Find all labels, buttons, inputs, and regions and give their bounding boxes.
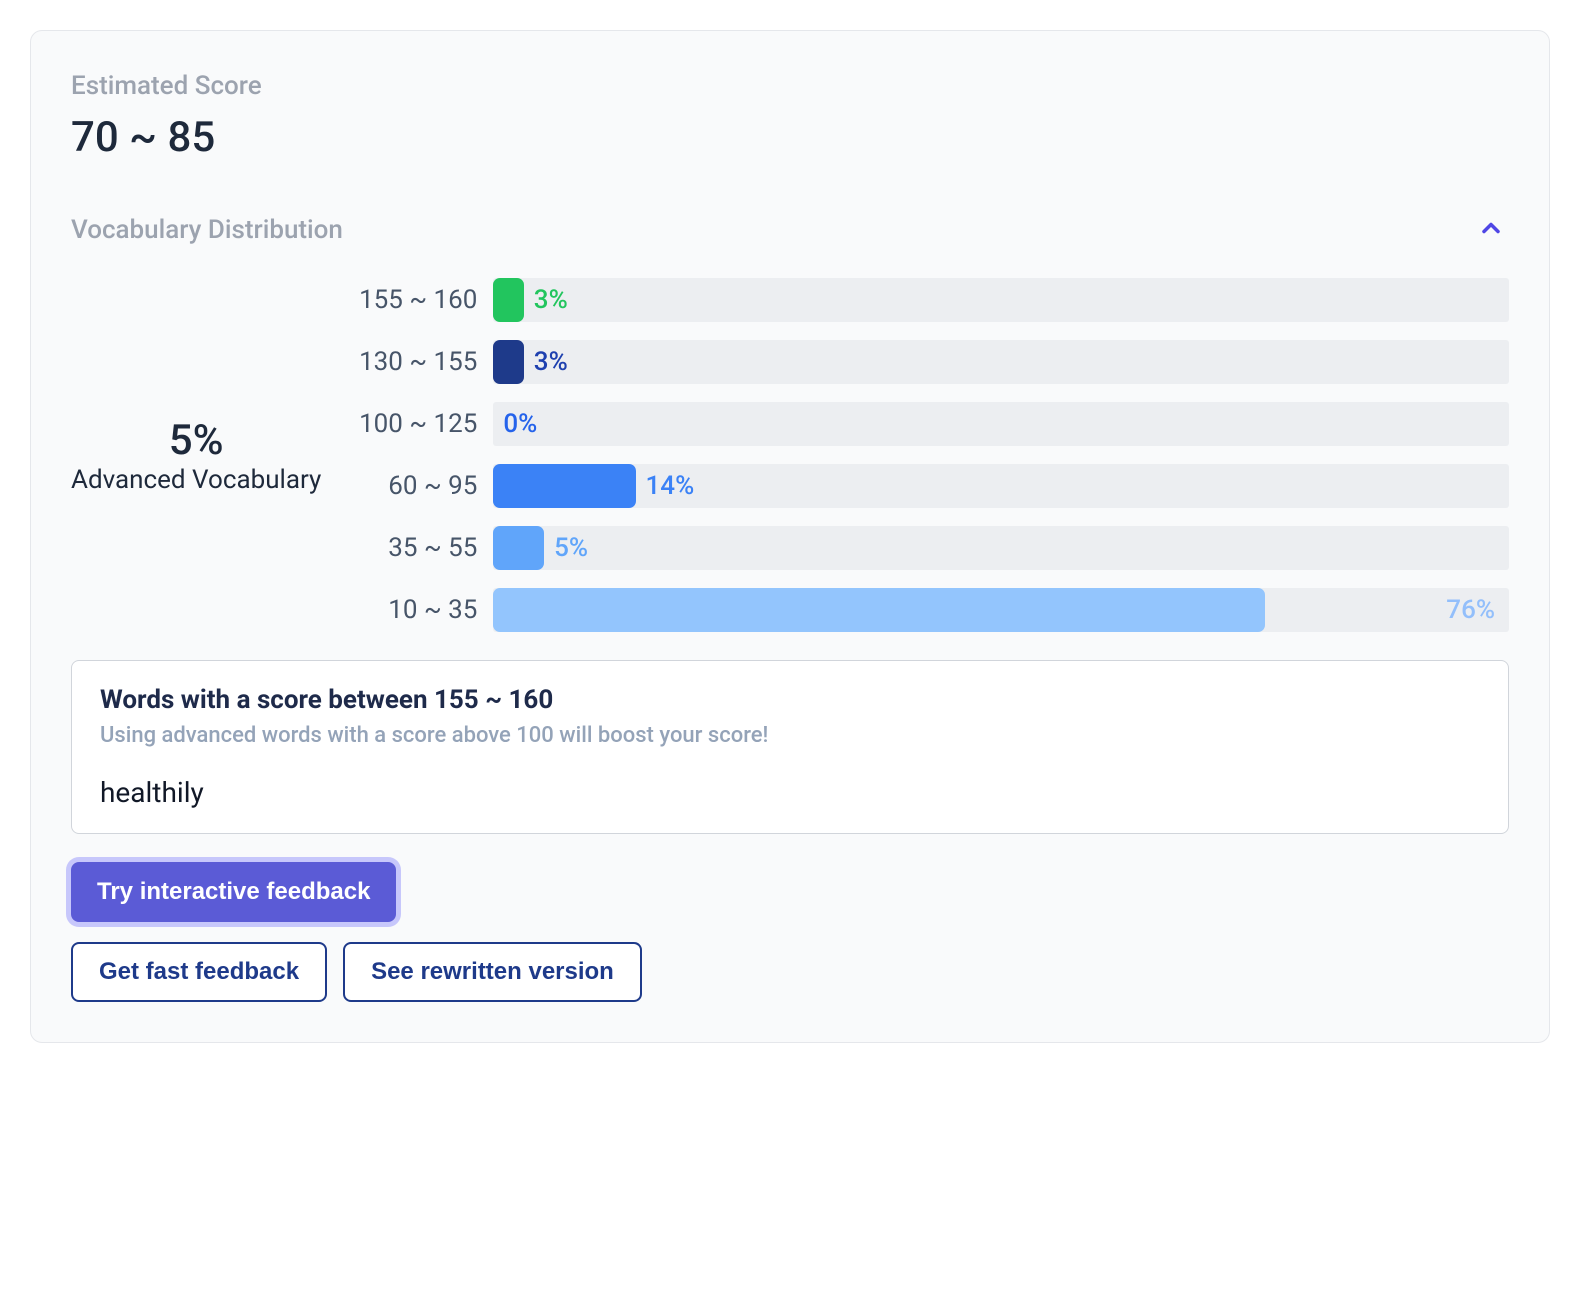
- bar-range-label: 10 ~ 35: [347, 595, 477, 625]
- bar-fill: [493, 340, 523, 384]
- get-fast-feedback-button[interactable]: Get fast feedback: [71, 942, 327, 1002]
- bar-fill: [493, 464, 635, 508]
- bar-percent-label: 76%: [1446, 595, 1495, 625]
- vocab-distribution-body: 5% Advanced Vocabulary 155 ~ 1603%130 ~ …: [71, 278, 1509, 632]
- bar-range-label: 100 ~ 125: [347, 409, 477, 439]
- bar-range-label: 130 ~ 155: [347, 347, 477, 377]
- score-card: Estimated Score 70 ~ 85 Vocabulary Distr…: [30, 30, 1550, 1043]
- bar-fill: [493, 526, 544, 570]
- bar-track: 14%: [493, 464, 1509, 508]
- bar-row: 155 ~ 160 3%: [347, 278, 1509, 322]
- bar-percent-label: 5%: [554, 533, 588, 563]
- bar-fill: [493, 278, 523, 322]
- bar-track: 3%: [493, 278, 1509, 322]
- estimated-score-value: 70 ~ 85: [71, 113, 1509, 162]
- word-detail-hint: Using advanced words with a score above …: [100, 723, 1480, 748]
- bar-row: 35 ~ 55 5%: [347, 526, 1509, 570]
- bar-range-label: 35 ~ 55: [347, 533, 477, 563]
- bar-track: 5%: [493, 526, 1509, 570]
- vocab-distribution-label: Vocabulary Distribution: [71, 215, 343, 245]
- see-rewritten-version-button[interactable]: See rewritten version: [343, 942, 642, 1002]
- bar-row: 10 ~ 35 76%: [347, 588, 1509, 632]
- chevron-up-icon[interactable]: [1473, 210, 1509, 250]
- secondary-button-row: Get fast feedback See rewritten version: [71, 942, 1509, 1002]
- vocab-summary-percent: 5%: [71, 416, 321, 465]
- bar-row: 100 ~ 125 0%: [347, 402, 1509, 446]
- try-interactive-feedback-button[interactable]: Try interactive feedback: [71, 862, 396, 922]
- estimated-score-label: Estimated Score: [71, 71, 1509, 101]
- bar-row: 130 ~ 155 3%: [347, 340, 1509, 384]
- bar-percent-label: 3%: [534, 285, 568, 315]
- vocab-summary-label: Advanced Vocabulary: [71, 465, 321, 495]
- bar-range-label: 60 ~ 95: [347, 471, 477, 501]
- bar-row: 60 ~ 95 14%: [347, 464, 1509, 508]
- primary-button-row: Try interactive feedback: [71, 862, 1509, 942]
- bar-track: 0%: [493, 402, 1509, 446]
- bar-percent-label: 14%: [646, 471, 695, 501]
- bar-fill: [493, 588, 1265, 632]
- vocab-bars: 155 ~ 160 3% 130 ~ 155 3% 100 ~ 125 0% 60 ~ 95…: [347, 278, 1509, 632]
- bar-track: 3%: [493, 340, 1509, 384]
- word-detail-box: Words with a score between 155 ~ 160 Usi…: [71, 660, 1509, 834]
- bar-range-label: 155 ~ 160: [347, 285, 477, 315]
- bar-percent-label: 0%: [503, 409, 537, 439]
- bar-track: 76%: [493, 588, 1509, 632]
- word-detail-title: Words with a score between 155 ~ 160: [100, 685, 1480, 715]
- bar-percent-label: 3%: [534, 347, 568, 377]
- vocab-distribution-header: Vocabulary Distribution: [71, 210, 1509, 250]
- vocab-summary: 5% Advanced Vocabulary: [71, 416, 337, 495]
- word-detail-word: healthily: [100, 776, 1480, 809]
